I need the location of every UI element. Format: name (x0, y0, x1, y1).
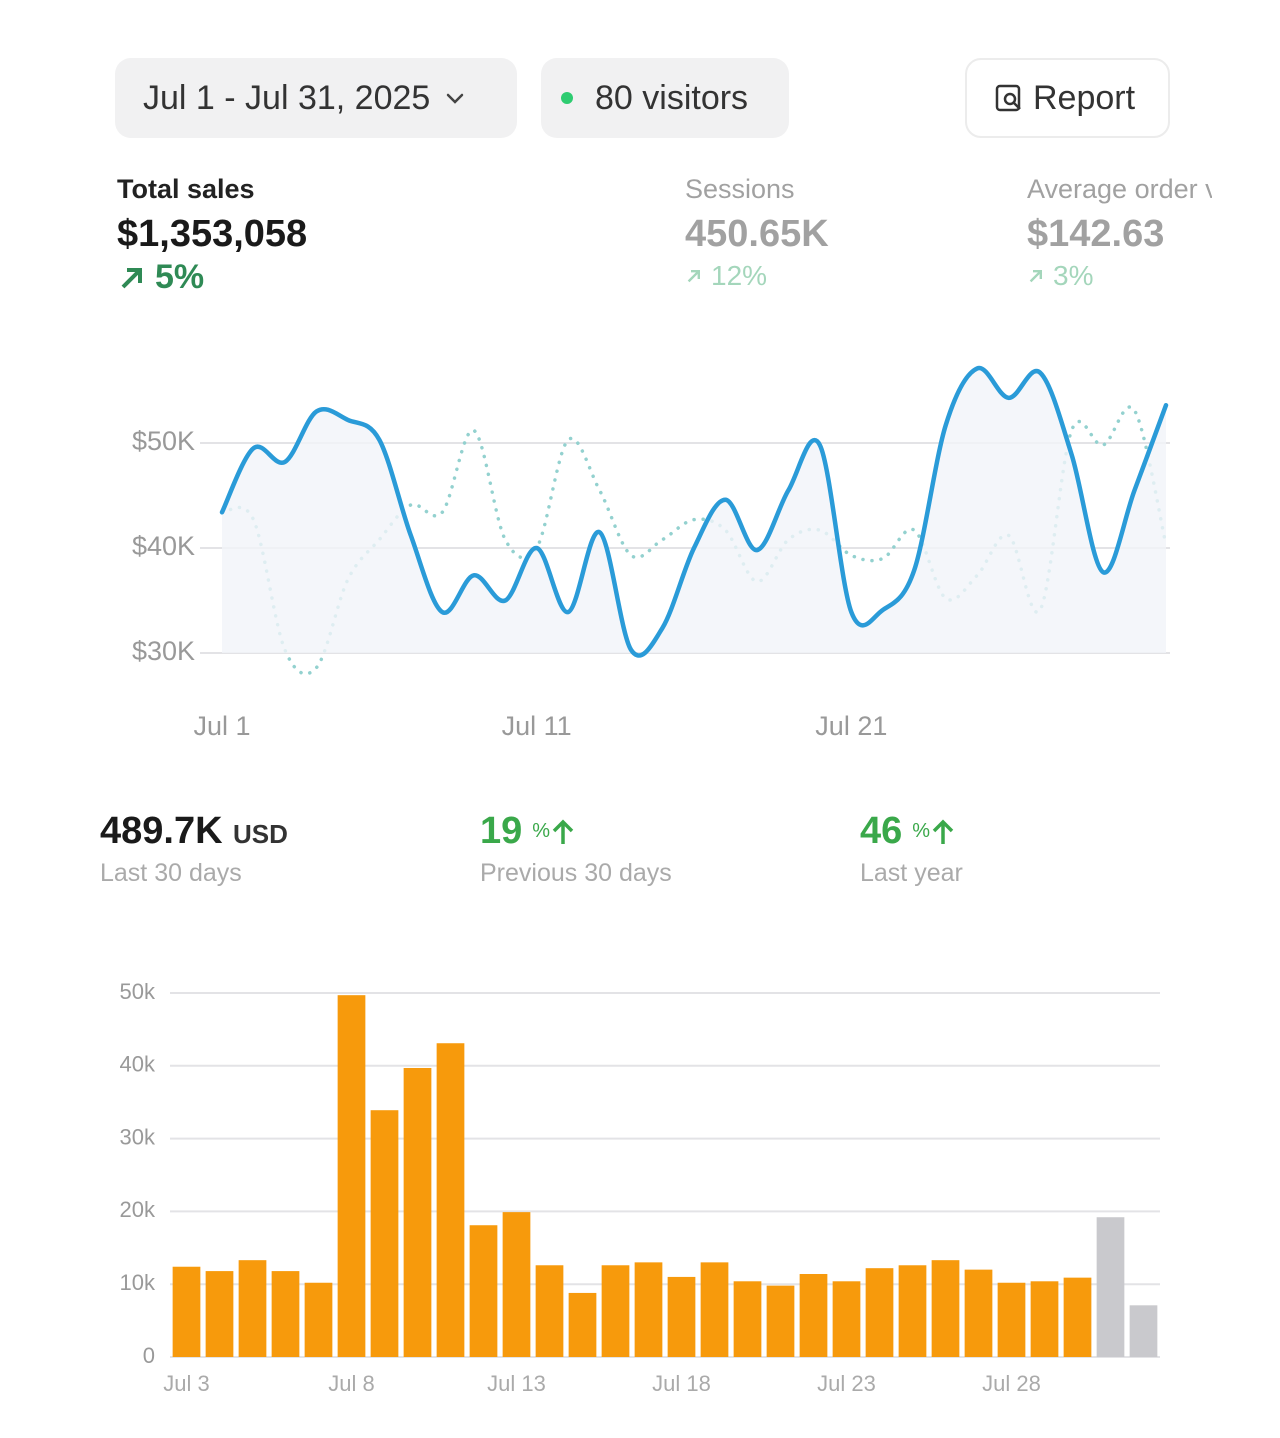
metric-change-row: 5% (117, 258, 307, 297)
metric-change: 5% (155, 258, 205, 296)
metric-total-sales: Total sales $1,353,058 5% (117, 174, 307, 297)
date-range: Jul 1 - Jul 31, 2025 (143, 78, 431, 117)
summary-previous: 19 % Previous 30 days (480, 810, 672, 888)
area (222, 368, 1166, 656)
summary-value: 489.7K (100, 810, 223, 852)
metric-label: Total sales (117, 174, 255, 204)
bar (436, 1043, 465, 1357)
bar (238, 1260, 267, 1357)
y-tick-label: $50K (132, 426, 195, 456)
summary-label: Last 30 days (100, 859, 242, 887)
x-tick-label: Jul 21 (815, 711, 887, 741)
x-tick-label: Jul 18 (652, 1371, 711, 1396)
summary-unit: % (532, 820, 551, 842)
bar (832, 1281, 861, 1357)
bar (667, 1276, 696, 1357)
bar (205, 1271, 234, 1357)
y-tick-label: 0 (143, 1343, 155, 1368)
bar (1129, 1305, 1158, 1357)
bar (568, 1292, 597, 1357)
summary-value: 46 (860, 810, 903, 852)
y-tick-label: 20k (120, 1197, 156, 1222)
bar (469, 1225, 498, 1357)
bar (601, 1265, 630, 1357)
up-arrow-icon (121, 267, 142, 288)
bar (271, 1271, 300, 1357)
x-tick-label: Jul 13 (487, 1371, 546, 1396)
visitors-button[interactable]: 80 visitors (541, 58, 789, 138)
bar (997, 1282, 1026, 1357)
y-tick-label: 50k (120, 979, 156, 1004)
visitors: 80 visitors (595, 78, 749, 117)
x-tick-label: Jul 1 (193, 711, 250, 741)
y-tick-label: 10k (120, 1270, 156, 1295)
y-tick-label: $40K (132, 531, 195, 561)
summary-unit: USD (233, 819, 288, 849)
metric-label: Average order value (1027, 174, 1212, 204)
live-dot (561, 92, 573, 104)
bar (535, 1265, 564, 1357)
metric-change: 3% (1053, 260, 1094, 291)
bar (898, 1265, 927, 1357)
y-tick-label: 40k (120, 1052, 156, 1077)
x-tick-label: Jul 3 (163, 1371, 209, 1396)
summary-label: Last year (860, 859, 963, 887)
summary-last-year: 46 % Last year (860, 810, 963, 888)
up-arrow-icon (932, 819, 954, 844)
bar (964, 1269, 993, 1357)
x-tick-label: Jul 28 (982, 1371, 1041, 1396)
bar (700, 1262, 729, 1357)
report-button[interactable]: Report (965, 58, 1170, 138)
x-tick-label: Jul 8 (328, 1371, 374, 1396)
bar (370, 1110, 399, 1357)
metric-change-row: 3% (1027, 260, 1212, 292)
bar (766, 1285, 795, 1357)
metric-value: $142.63 (1027, 213, 1165, 255)
bar (1096, 1217, 1125, 1357)
up-arrow-icon (1029, 270, 1042, 283)
bar (304, 1282, 333, 1357)
bar (865, 1268, 894, 1357)
y-tick-label: 30k (120, 1124, 156, 1149)
x-tick-label: Jul 11 (502, 711, 572, 741)
metric-change-row: 12% (685, 260, 829, 292)
line (219, 366, 1169, 658)
metric-value: 450.65K (685, 213, 829, 255)
summary-unit: % (912, 820, 931, 842)
summary-last-30: 489.7K USD Last 30 days (100, 810, 288, 888)
up-arrow-icon (552, 819, 574, 844)
bar (799, 1274, 828, 1357)
bar (634, 1262, 663, 1357)
metric-value: $1,353,058 (117, 213, 308, 255)
bar (172, 1266, 201, 1357)
metric-change: 12% (711, 260, 768, 291)
bar (1030, 1281, 1059, 1357)
date-range-button[interactable]: Jul 1 - Jul 31, 2025 (115, 58, 517, 138)
bar (337, 995, 366, 1357)
up-arrow-icon (687, 270, 700, 283)
x-tick-label: Jul 23 (817, 1371, 876, 1396)
metric-average-order: Average order value $142.63 3% (1027, 174, 1212, 292)
y-tick-label: $30K (132, 636, 195, 666)
bar (502, 1212, 531, 1357)
bar (403, 1067, 432, 1357)
metric-sessions: Sessions 450.65K 12% (685, 174, 829, 292)
metric-label: Sessions (685, 174, 795, 204)
bar (733, 1281, 762, 1357)
chevron-icon (447, 93, 464, 104)
report-label: Report (1033, 78, 1136, 117)
bar (931, 1260, 960, 1357)
report-icon (995, 84, 1021, 112)
bar (1063, 1277, 1092, 1357)
summary-value: 19 (480, 810, 523, 852)
summary-label: Previous 30 days (480, 859, 672, 887)
